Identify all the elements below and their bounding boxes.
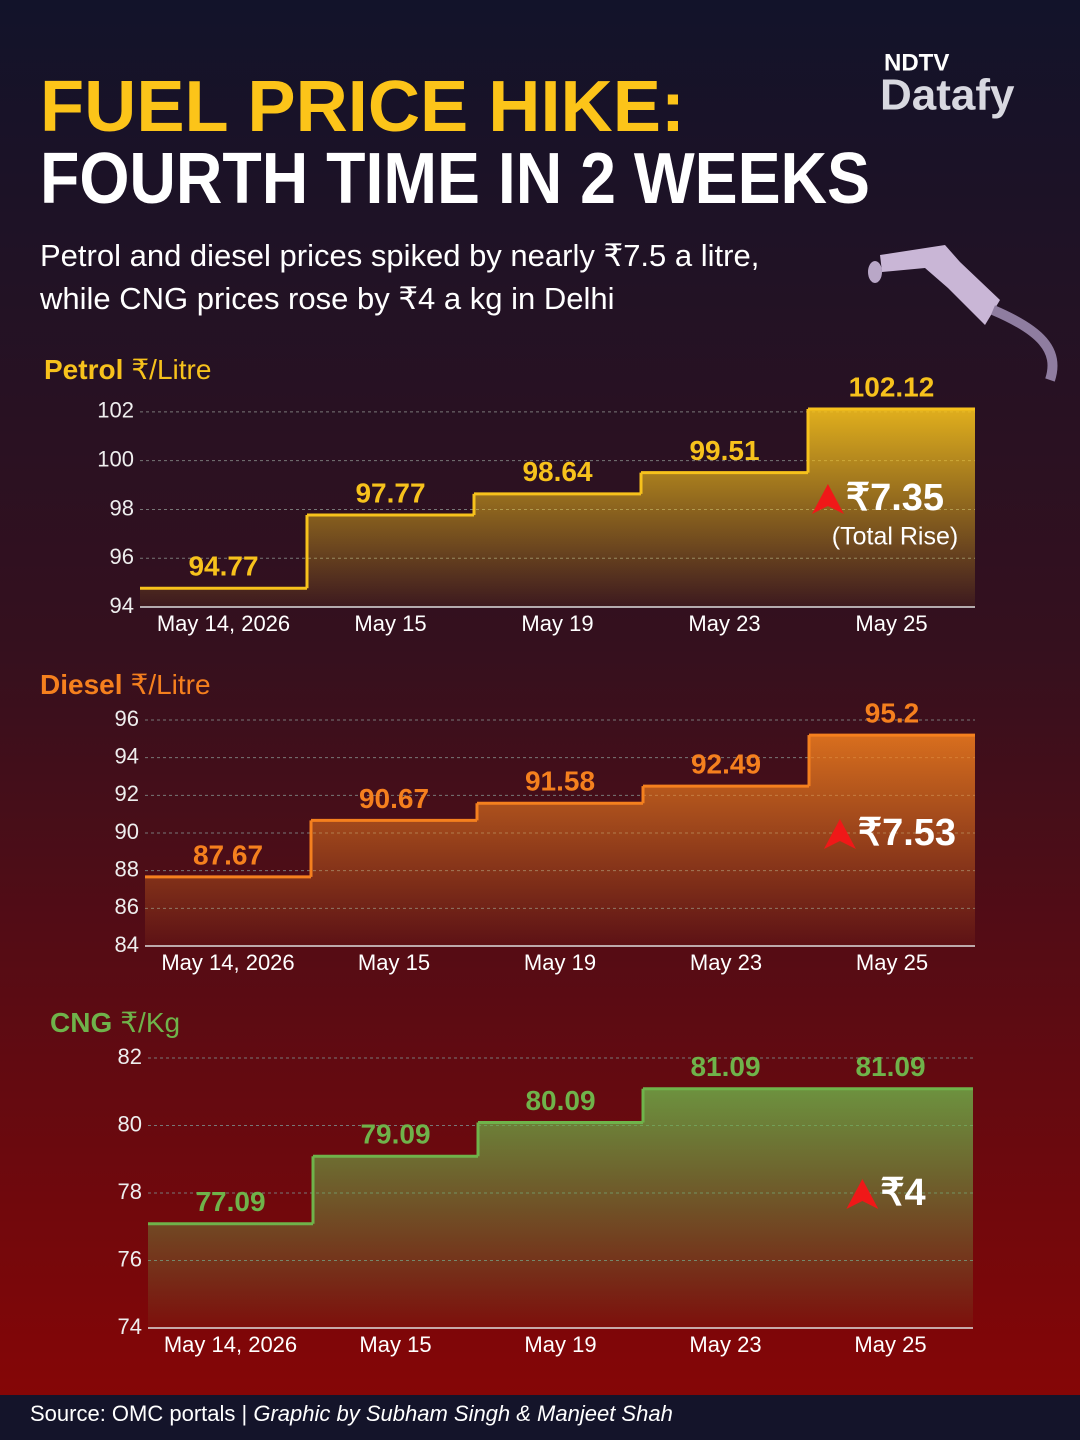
x-tick-label: May 14, 2026 [161,950,294,975]
annotation: ₹7.35 [846,477,944,519]
value-label: 102.12 [849,371,935,402]
x-tick-label: May 19 [521,611,593,636]
chart-title: Diesel ₹/Litre [40,669,211,700]
rise-arrow [846,1179,879,1209]
y-tick-label: 80 [118,1111,142,1136]
step-area [148,1223,313,1328]
title-line: FOURTH TIME IN 2 WEEKS [40,139,870,219]
unit: ₹/Litre [131,669,211,700]
value-label: 91.58 [525,766,595,797]
y-tick-label: 74 [118,1314,142,1339]
value-label: 81.09 [690,1051,760,1082]
footer-bar [0,1395,1080,1440]
annotation-note: (Total Rise) [832,523,958,551]
y-tick-label: 98 [110,495,134,520]
y-tick-label: 92 [115,781,139,806]
value-label: 87.67 [193,839,263,870]
value-label: 99.51 [689,435,759,466]
unit: ₹/Litre [131,354,211,385]
x-tick-label: May 23 [690,950,762,975]
step-area [477,803,643,946]
y-tick-label: 84 [115,932,139,957]
title-line: FUEL PRICE HIKE: [40,67,685,147]
source: Source: OMC portals | [30,1401,253,1426]
rise-arrow [823,819,856,849]
y-tick-label: 82 [118,1044,142,1069]
x-tick-label: May 14, 2026 [157,611,290,636]
annotation: ₹4 [880,1172,925,1214]
value-label: 92.49 [691,748,761,779]
value-label: 81.09 [855,1051,925,1082]
step-area [311,820,477,946]
logo: NDTV [884,49,949,76]
step-area [643,1088,808,1328]
step-area [140,588,307,607]
fuel-name: Petrol [44,354,123,385]
value-label: 98.64 [522,456,592,487]
logo: Datafy [880,71,1015,120]
value-label: 95.2 [865,697,920,728]
y-tick-label: 96 [110,544,134,569]
y-tick-label: 100 [97,446,134,471]
value-label: 79.09 [360,1119,430,1150]
value-label: 97.77 [355,477,425,508]
step-area [474,493,641,607]
fuel-name: Diesel [40,669,123,700]
y-tick-label: 90 [115,819,139,844]
x-tick-label: May 15 [359,1332,431,1357]
step-area [145,876,311,946]
x-tick-label: May 15 [354,611,426,636]
credit: Graphic by Subham Singh & Manjeet Shah [253,1401,672,1426]
step-area [307,515,474,607]
x-tick-label: May 15 [358,950,430,975]
y-tick-label: 96 [115,706,139,731]
x-tick-label: May 14, 2026 [164,1332,297,1357]
y-tick-label: 94 [110,593,134,618]
subtitle: Petrol and diesel prices spiked by nearl… [40,238,759,273]
y-tick-label: 88 [115,856,139,881]
x-tick-label: May 19 [524,1332,596,1357]
subtitle: while CNG prices rose by ₹4 a kg in Delh… [39,281,615,316]
x-tick-label: May 23 [689,1332,761,1357]
rise-arrow [811,484,844,514]
fuel-name: CNG [50,1007,112,1038]
value-label: 77.09 [195,1186,265,1217]
step-area [478,1122,643,1328]
value-label: 80.09 [525,1085,595,1116]
step-area [313,1156,478,1328]
y-tick-label: 76 [118,1246,142,1271]
chart-title: CNG ₹/Kg [50,1007,180,1038]
unit: ₹/Kg [120,1007,180,1038]
x-tick-label: May 19 [524,950,596,975]
x-tick-label: May 25 [854,1332,926,1357]
value-label: 94.77 [188,551,258,582]
x-tick-label: May 25 [855,611,927,636]
x-tick-label: May 25 [856,950,928,975]
chart-title: Petrol ₹/Litre [44,354,211,385]
y-tick-label: 86 [115,894,139,919]
step-area [641,472,808,607]
x-tick-label: May 23 [688,611,760,636]
y-tick-label: 94 [115,743,139,768]
y-tick-label: 102 [97,398,134,423]
value-label: 90.67 [359,783,429,814]
y-tick-label: 78 [118,1179,142,1204]
step-area [808,1088,973,1328]
step-area [643,786,809,946]
fuel-nozzle-icon [868,245,1058,382]
footer: Source: OMC portals | Graphic by Subham … [30,1401,673,1426]
annotation: ₹7.53 [858,812,956,854]
